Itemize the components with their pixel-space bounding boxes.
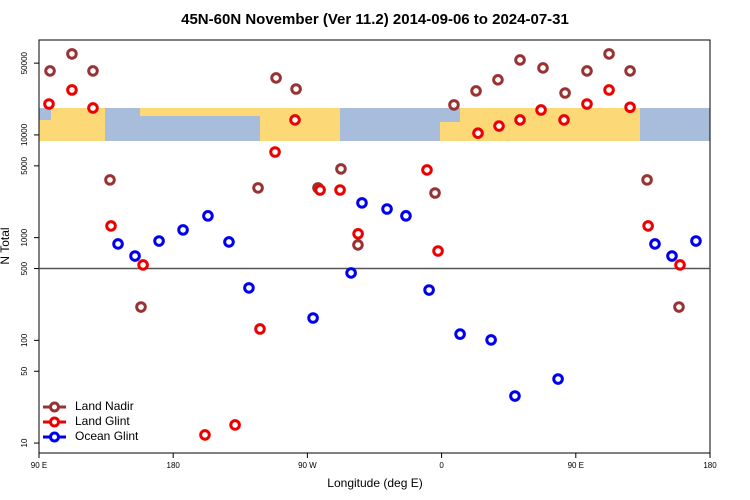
legend-marker bbox=[49, 431, 60, 443]
map-ocean bbox=[640, 108, 710, 141]
data-point bbox=[493, 120, 505, 132]
map-ocean bbox=[340, 108, 440, 141]
legend-marker bbox=[49, 416, 60, 428]
data-point bbox=[314, 184, 326, 196]
data-point bbox=[454, 328, 466, 340]
y-tick-label: 1000 bbox=[20, 228, 29, 246]
data-point bbox=[356, 197, 368, 209]
data-point bbox=[199, 429, 211, 441]
data-point bbox=[129, 250, 141, 262]
data-point bbox=[43, 98, 55, 110]
y-tick-label: 500 bbox=[20, 261, 29, 275]
x-tick-label: 90 W bbox=[298, 461, 317, 470]
data-point bbox=[485, 334, 497, 346]
data-point bbox=[270, 72, 282, 84]
data-point bbox=[470, 85, 482, 97]
y-tick-label: 50000 bbox=[20, 51, 29, 74]
data-point bbox=[429, 187, 441, 199]
y-axis-label: N Total bbox=[0, 227, 12, 264]
data-point bbox=[243, 282, 255, 294]
data-point bbox=[202, 210, 214, 222]
data-point bbox=[514, 114, 526, 126]
data-point bbox=[44, 65, 56, 77]
data-point bbox=[289, 114, 301, 126]
legend-marker bbox=[49, 401, 60, 413]
y-tick-label: 10000 bbox=[20, 123, 29, 146]
data-point bbox=[492, 74, 504, 86]
data-point bbox=[352, 227, 364, 240]
data-point bbox=[335, 163, 347, 175]
data-point bbox=[558, 114, 570, 126]
data-point bbox=[254, 323, 266, 335]
data-point bbox=[66, 84, 78, 96]
data-point bbox=[673, 301, 685, 313]
data-point bbox=[649, 238, 661, 250]
data-point bbox=[400, 210, 412, 222]
data-point bbox=[345, 267, 357, 279]
data-point bbox=[252, 182, 264, 194]
map-ocean bbox=[440, 108, 460, 122]
map-ocean bbox=[140, 116, 260, 141]
data-point bbox=[307, 312, 319, 324]
data-point bbox=[581, 98, 593, 110]
data-point bbox=[381, 203, 393, 215]
legend-label: Land Nadir bbox=[75, 399, 134, 413]
data-point bbox=[104, 174, 116, 186]
data-point bbox=[641, 174, 653, 186]
x-tick-label: 0 bbox=[439, 461, 444, 470]
data-point bbox=[421, 164, 433, 176]
data-point bbox=[624, 101, 636, 114]
data-point bbox=[472, 127, 484, 139]
data-point bbox=[559, 87, 571, 99]
data-point bbox=[229, 419, 241, 431]
data-point bbox=[432, 245, 444, 257]
legend-label: Ocean Glint bbox=[75, 429, 139, 443]
data-point bbox=[223, 236, 235, 248]
data-point bbox=[352, 239, 364, 251]
chart-title: 45N-60N November (Ver 11.2) 2014-09-06 t… bbox=[181, 11, 569, 28]
data-point bbox=[153, 235, 165, 247]
data-point bbox=[137, 259, 149, 271]
data-point bbox=[624, 65, 636, 77]
data-point bbox=[112, 238, 124, 250]
x-tick-label: 90 E bbox=[31, 461, 47, 470]
data-point bbox=[603, 84, 615, 96]
y-tick-label: 100 bbox=[20, 333, 29, 347]
plot-frame bbox=[38, 39, 711, 454]
data-point bbox=[269, 146, 281, 158]
legend-label: Land Glint bbox=[75, 414, 130, 428]
data-point bbox=[581, 65, 593, 77]
data-point bbox=[642, 220, 654, 232]
data-point bbox=[666, 250, 678, 262]
data-point bbox=[509, 390, 521, 402]
y-tick-label: 5000 bbox=[20, 156, 29, 174]
data-point bbox=[552, 373, 564, 385]
x-tick-label: 90 E bbox=[568, 461, 584, 470]
data-point bbox=[537, 62, 549, 74]
data-point bbox=[105, 220, 117, 232]
map-ocean bbox=[105, 108, 140, 141]
data-point bbox=[177, 224, 189, 236]
y-tick-label: 10 bbox=[20, 438, 29, 447]
data-point bbox=[87, 65, 99, 77]
data-point bbox=[448, 99, 460, 111]
data-point bbox=[535, 104, 547, 116]
map-ocean bbox=[39, 108, 51, 120]
data-point bbox=[674, 259, 686, 271]
data-point bbox=[87, 102, 99, 114]
data-point bbox=[135, 301, 147, 313]
x-tick-label: 180 bbox=[703, 461, 717, 470]
data-point bbox=[423, 284, 435, 296]
map-strip bbox=[39, 108, 710, 141]
x-axis-label: Longitude (deg E) bbox=[327, 476, 422, 490]
data-point bbox=[690, 235, 702, 247]
y-tick-label: 50 bbox=[20, 366, 29, 375]
data-point bbox=[603, 48, 615, 60]
x-tick-label: 180 bbox=[167, 461, 181, 470]
data-point bbox=[290, 83, 302, 95]
data-point bbox=[514, 54, 526, 66]
data-point bbox=[334, 184, 346, 196]
data-point bbox=[66, 48, 78, 60]
